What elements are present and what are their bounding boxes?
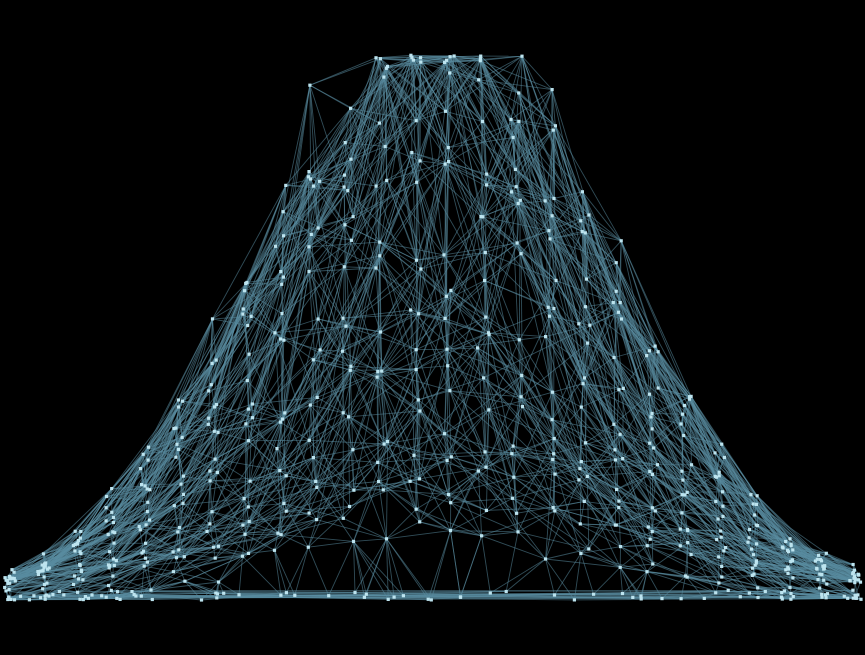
mesh-network (0, 0, 865, 655)
mesh-edges (5, 55, 861, 600)
